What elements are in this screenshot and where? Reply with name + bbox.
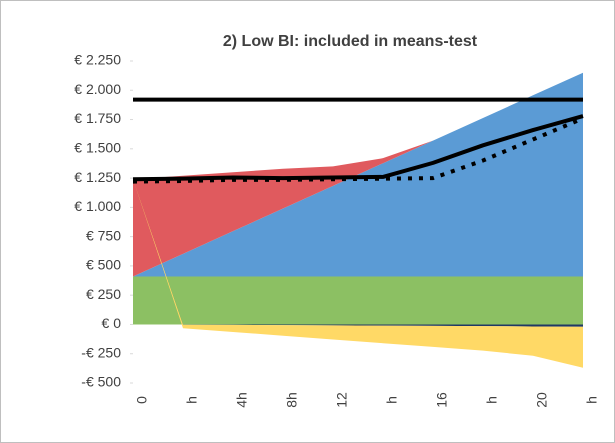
x-tick-label: h: [384, 396, 400, 404]
y-tick-label: € 500: [86, 257, 121, 273]
x-tick-label: 8h: [284, 392, 300, 408]
area: [133, 276, 583, 325]
x-tick-label: 20: [534, 392, 550, 408]
area: [133, 72, 583, 277]
x-tick-label: 16: [434, 392, 450, 408]
x-tick-label: 12: [334, 392, 350, 408]
y-tick-label: € 0: [102, 315, 122, 331]
y-tick-label: € 2.000: [74, 81, 121, 97]
x-tick-label: h: [184, 396, 200, 404]
y-tick-label: € 750: [86, 227, 121, 243]
y-tick-label: -€ 500: [81, 374, 121, 390]
y-tick-label: € 250: [86, 286, 121, 302]
y-tick-label: € 1.500: [74, 140, 121, 156]
x-tick-label: h: [484, 396, 500, 404]
y-tick-label: € 1.000: [74, 198, 121, 214]
x-tick-label: 0: [134, 396, 150, 404]
area: [133, 179, 583, 368]
line: [132, 114, 584, 182]
chart-title: 2) Low BI: included in means-test: [223, 33, 478, 50]
y-tick-label: € 1.250: [74, 169, 121, 185]
x-tick-label: h: [584, 396, 600, 404]
y-tick-label: -€ 250: [81, 344, 121, 360]
y-tick-label: € 2.250: [74, 52, 121, 68]
x-tick-label: 4h: [234, 392, 250, 408]
y-tick-label: € 1.750: [74, 110, 121, 126]
